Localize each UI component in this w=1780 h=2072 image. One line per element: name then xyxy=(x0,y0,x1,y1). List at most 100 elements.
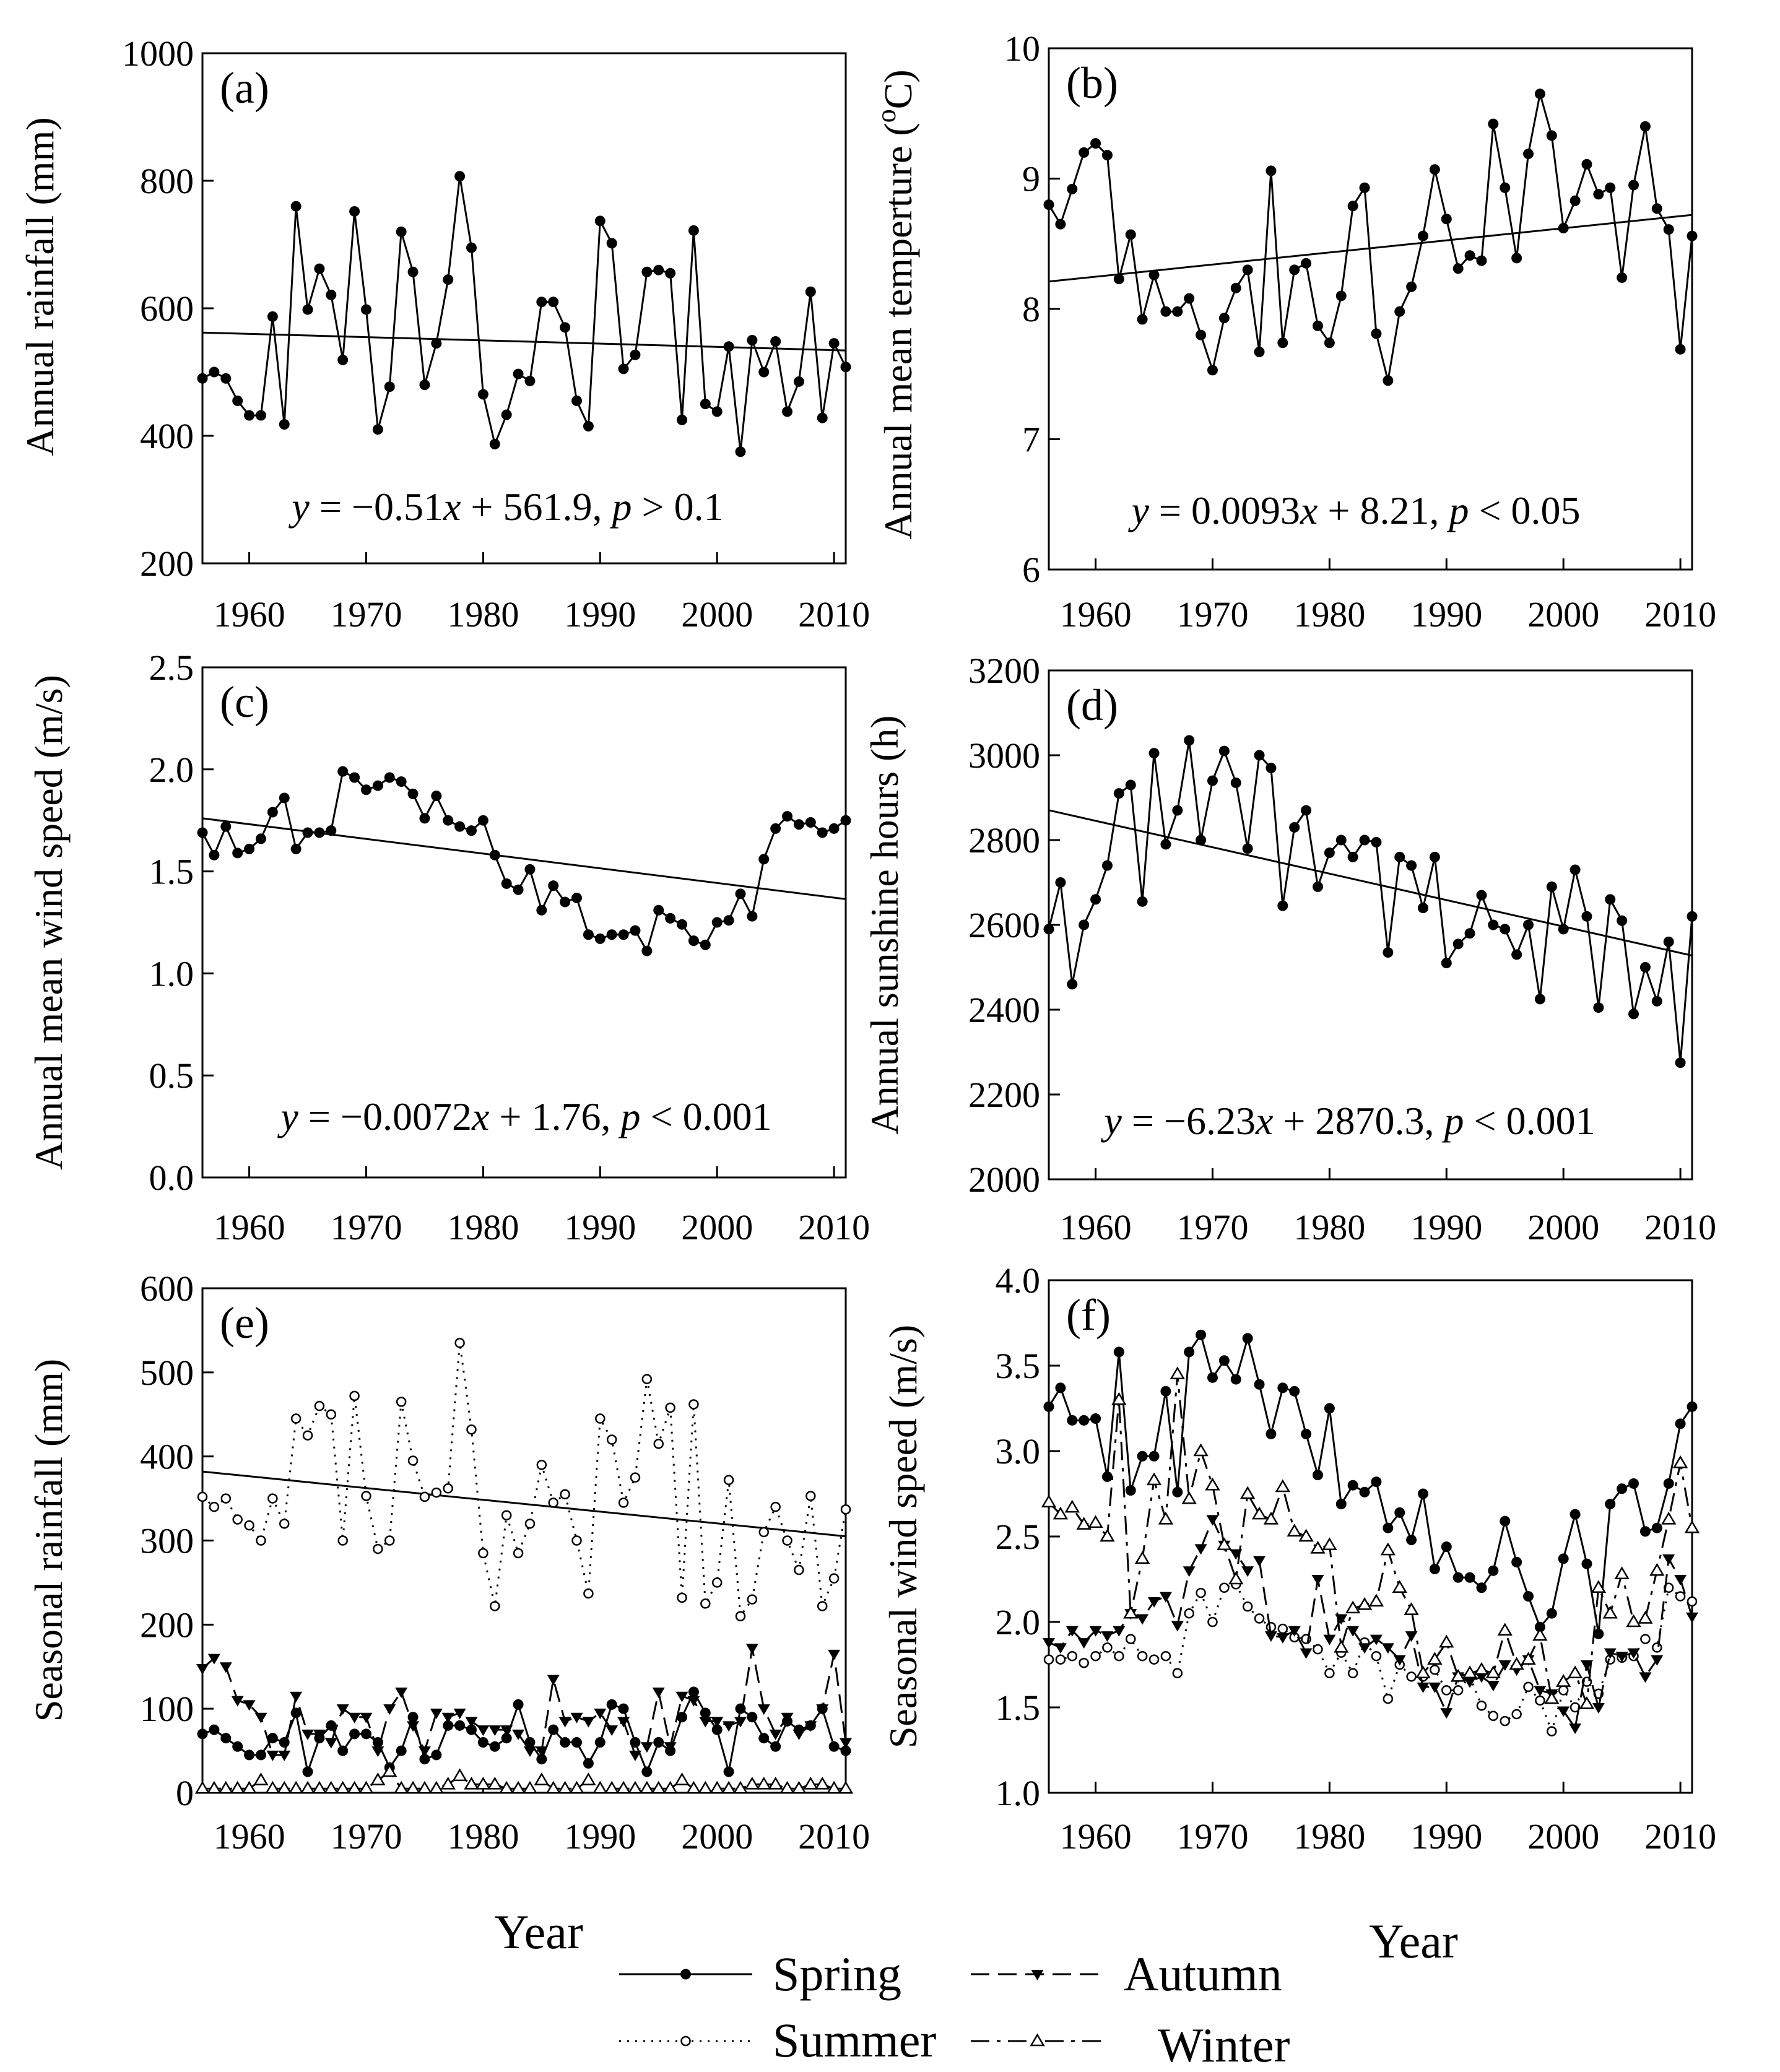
data-point xyxy=(1534,89,1545,100)
series-winter xyxy=(1041,1366,1700,1709)
data-point xyxy=(782,1535,792,1546)
data-point xyxy=(698,1780,713,1794)
data-point xyxy=(1277,337,1288,349)
data-point xyxy=(1615,1652,1628,1663)
data-point xyxy=(747,1594,758,1605)
data-point xyxy=(347,1780,362,1794)
data-point xyxy=(1675,1591,1686,1602)
data-point xyxy=(454,821,466,832)
data-point xyxy=(536,297,547,308)
data-point xyxy=(548,297,559,308)
data-point xyxy=(466,825,477,836)
data-point xyxy=(1254,1613,1265,1624)
data-point xyxy=(815,1776,830,1790)
data-point xyxy=(1684,1520,1700,1533)
data-point xyxy=(1324,1668,1335,1679)
data-point xyxy=(744,1776,760,1790)
legend-label: Summer xyxy=(773,2013,936,2067)
data-point xyxy=(278,1750,291,1761)
data-point xyxy=(779,1780,795,1794)
data-point xyxy=(232,1741,243,1752)
data-point xyxy=(1569,1723,1582,1735)
data-point xyxy=(477,1725,490,1736)
data-point xyxy=(548,880,559,891)
data-point xyxy=(653,904,664,916)
data-point xyxy=(606,1434,617,1445)
data-point xyxy=(1090,138,1101,149)
data-point xyxy=(326,289,337,300)
data-point xyxy=(407,266,419,277)
data-point xyxy=(1509,1657,1524,1670)
data-point xyxy=(360,784,371,795)
x-tick-label: 1960 xyxy=(1060,1207,1132,1247)
data-point xyxy=(255,410,266,421)
data-point xyxy=(723,1766,734,1777)
data-point xyxy=(1043,1654,1054,1665)
data-point xyxy=(477,815,488,826)
data-point xyxy=(1067,183,1078,194)
series-line xyxy=(1048,93,1693,381)
data-point xyxy=(232,395,243,406)
data-point xyxy=(1371,328,1382,339)
x-tick-label: 1990 xyxy=(564,1207,636,1247)
regression-equation: y = −0.0072x + 1.76, p < 0.001 xyxy=(277,1095,771,1138)
data-point xyxy=(1301,805,1312,816)
data-point xyxy=(711,406,723,417)
data-point xyxy=(1347,201,1358,212)
data-point xyxy=(196,1663,209,1675)
data-point xyxy=(417,1780,433,1794)
data-point xyxy=(1172,1668,1183,1679)
x-tick-label: 1960 xyxy=(1060,1816,1132,1857)
y-tick-label: 0.0 xyxy=(149,1158,194,1198)
data-point xyxy=(816,1704,829,1715)
data-point xyxy=(606,238,617,249)
data-point xyxy=(349,1728,360,1740)
data-point xyxy=(1335,290,1347,301)
data-point xyxy=(512,1729,525,1740)
data-point xyxy=(1368,1593,1384,1607)
data-point xyxy=(711,917,723,928)
data-point xyxy=(241,1780,257,1794)
data-point xyxy=(1113,274,1124,285)
data-point xyxy=(581,1772,596,1785)
data-point xyxy=(1675,1057,1686,1069)
data-point xyxy=(641,1766,653,1777)
x-tick-label: 1970 xyxy=(330,1207,402,1247)
data-point xyxy=(1569,195,1581,206)
data-point xyxy=(1462,1665,1478,1679)
data-point xyxy=(197,1491,208,1502)
data-point xyxy=(604,1780,620,1794)
data-point xyxy=(487,1776,503,1790)
series-summer xyxy=(197,1338,851,1621)
data-point xyxy=(1322,1537,1337,1551)
trend-line xyxy=(1048,809,1693,957)
data-point xyxy=(1079,147,1090,158)
data-point xyxy=(1406,860,1417,871)
x-tick-label: 2000 xyxy=(1527,1816,1599,1857)
data-point xyxy=(1404,1602,1419,1615)
series-autumn xyxy=(1043,1515,1698,1735)
data-point xyxy=(454,171,466,182)
data-point xyxy=(1406,1671,1417,1682)
data-point xyxy=(405,1780,421,1794)
data-point xyxy=(1055,1382,1066,1394)
data-point xyxy=(536,1460,547,1470)
legend-entry-spring: Spring xyxy=(619,1947,901,2001)
data-point xyxy=(1335,1499,1347,1510)
data-point xyxy=(1196,329,1207,340)
series-line xyxy=(201,769,846,953)
data-point xyxy=(1626,1614,1641,1628)
data-point xyxy=(747,1712,758,1723)
series-line xyxy=(202,176,847,452)
data-point xyxy=(791,1780,807,1794)
legend-marker xyxy=(1031,1970,1044,1980)
data-point xyxy=(524,1737,536,1748)
data-point xyxy=(302,1729,315,1740)
data-point xyxy=(489,849,500,860)
data-point xyxy=(197,1728,208,1740)
data-point xyxy=(721,1780,737,1794)
data-point xyxy=(1605,894,1616,905)
y-axis-title: Seasonal wind speed (m/s) xyxy=(881,1325,925,1748)
data-point xyxy=(279,418,290,430)
data-point xyxy=(594,1708,607,1719)
